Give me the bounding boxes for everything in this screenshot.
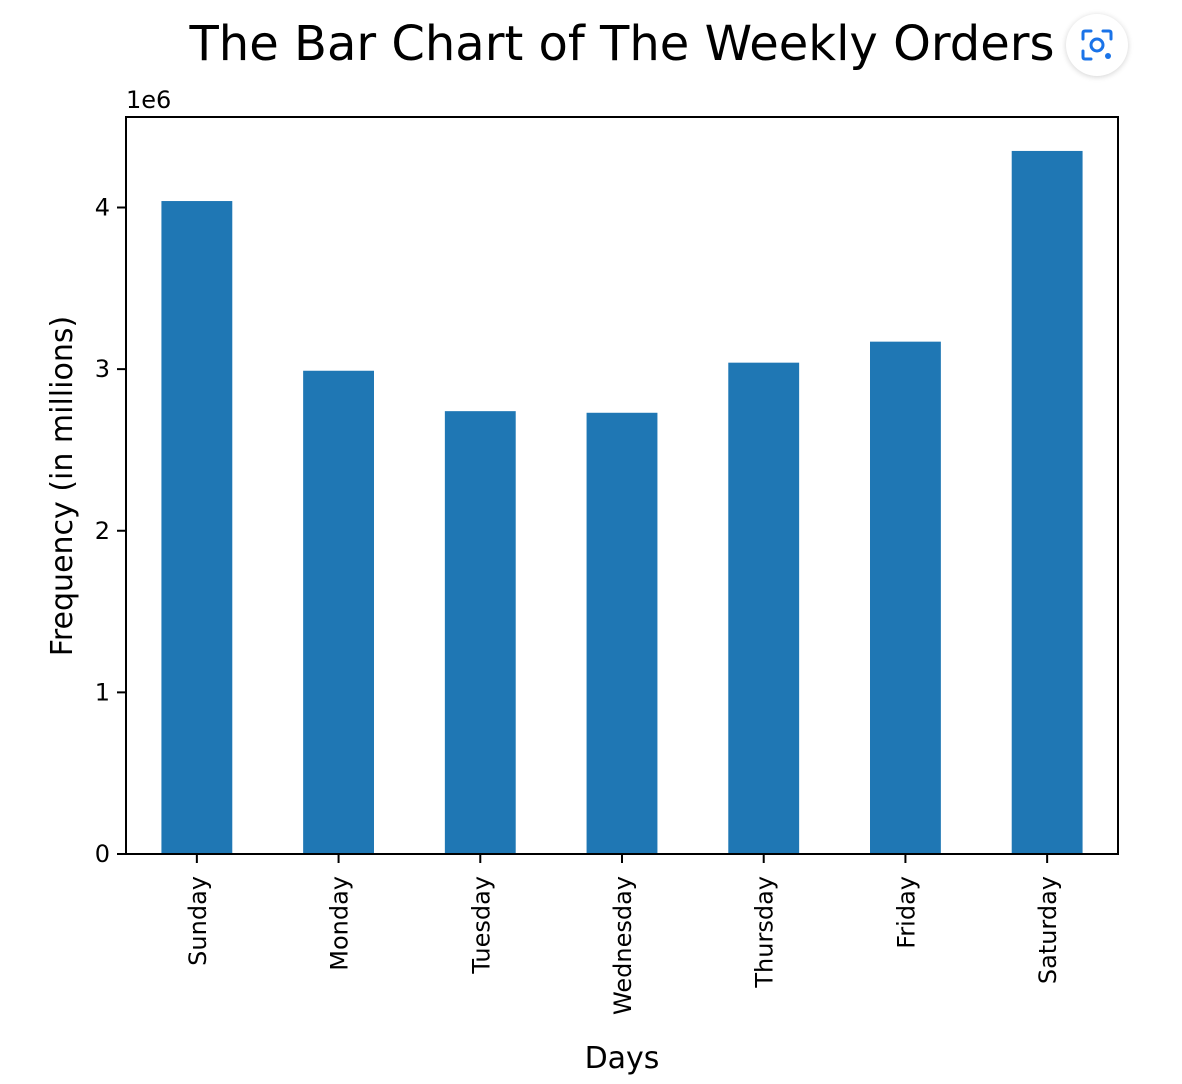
x-tick-label-friday: Friday xyxy=(892,876,920,949)
x-tick-label-tuesday: Tuesday xyxy=(467,876,495,975)
bar-tuesday xyxy=(444,411,516,854)
visual-search-icon xyxy=(1081,29,1113,61)
bar-sunday xyxy=(161,201,233,855)
y-axis-offset-label: 1e6 xyxy=(126,86,171,114)
bar-monday xyxy=(303,370,374,854)
bar-friday xyxy=(870,341,941,854)
visual-search-button[interactable] xyxy=(1066,14,1128,76)
x-tick-label-monday: Monday xyxy=(326,876,354,971)
y-tick-label-0: 0 xyxy=(95,840,110,868)
y-ticks-group: 0 1 2 3 4 xyxy=(95,194,126,868)
y-tick-label-4: 4 xyxy=(95,194,110,222)
bar-wednesday xyxy=(586,412,658,854)
chart-title: The Bar Chart of The Weekly Orders xyxy=(188,16,1054,72)
bars-group xyxy=(161,150,1083,855)
x-ticks-group: Sunday Monday Tuesday Wednesday Thursday Frid… xyxy=(184,854,1062,1015)
y-tick-label-2: 2 xyxy=(95,517,110,545)
x-tick-label-sunday: Sunday xyxy=(184,876,212,966)
x-tick-label-saturday: Saturday xyxy=(1034,876,1062,984)
x-tick-label-thursday: Thursday xyxy=(751,876,779,989)
y-tick-label-3: 3 xyxy=(95,355,110,383)
bar-saturday xyxy=(1011,150,1083,854)
bar-thursday xyxy=(728,362,800,854)
x-tick-label-wednesday: Wednesday xyxy=(609,876,637,1015)
y-tick-label-1: 1 xyxy=(95,678,110,706)
x-axis-label: Days xyxy=(585,1041,660,1076)
y-axis-label: Frequency (in millions) xyxy=(45,316,80,656)
